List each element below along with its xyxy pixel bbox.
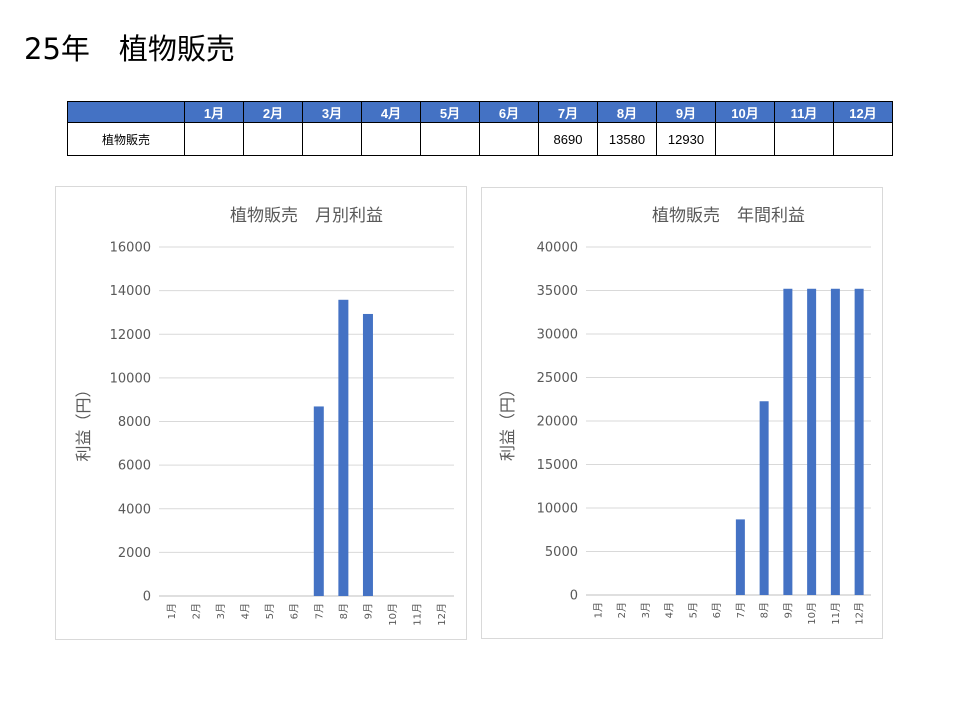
monthly-chart-bar [362, 313, 373, 596]
annual-chart-bar [759, 401, 769, 595]
annual-chart-ytick-label: 0 [570, 589, 578, 604]
monthly-chart-xtick-label: 12月 [436, 603, 448, 626]
table-header-cell: 5月 [420, 101, 480, 123]
monthly-chart-ytick-label: 4000 [118, 502, 151, 517]
table-header-cell: 1月 [184, 101, 244, 123]
annual-chart-xtick-label: 1月 [592, 602, 604, 618]
monthly-chart-xtick-label: 7月 [313, 603, 325, 619]
annual-chart-ytick-label: 25000 [537, 371, 578, 386]
monthly-chart-xtick-label: 1月 [166, 603, 178, 619]
annual-chart-xtick-label: 6月 [711, 602, 723, 618]
annual-chart-bar [854, 288, 864, 595]
table-cell [715, 122, 775, 156]
monthly-chart-ytick-label: 10000 [110, 371, 151, 386]
annual-chart-xtick-label: 3月 [640, 602, 652, 618]
annual-chart-xtick-label: 10月 [806, 602, 818, 625]
monthly-chart-ytick-label: 0 [143, 590, 151, 605]
annual-chart-bar [783, 288, 793, 595]
table-header-cell: 12月 [833, 101, 893, 123]
annual-chart-ytick-label: 20000 [537, 415, 578, 430]
monthly-profit-chart: 植物販売 月別利益利益（円） 0 2000 4000 6000 8000 10000 1200… [55, 186, 467, 640]
table-cell [833, 122, 893, 156]
table-header-cell: 4月 [361, 101, 421, 123]
monthly-chart-ylabel: 利益（円） [74, 381, 93, 461]
annual-chart-xtick-label: 5月 [687, 602, 699, 618]
table-header-cell: 6月 [479, 101, 539, 123]
monthly-chart-bar [313, 406, 324, 596]
annual-chart-ytick-label: 30000 [537, 328, 578, 343]
annual-profit-chart: 植物販売 年間利益利益（円） 0 5000 10000 15000 20000 25000 3… [481, 187, 883, 639]
monthly-chart-xtick-label: 3月 [215, 603, 227, 619]
table-header-cell: 7月 [538, 101, 598, 123]
monthly-chart-xtick-label: 11月 [412, 603, 424, 626]
monthly-chart-ytick-label: 8000 [118, 415, 151, 430]
table-header-cell: 3月 [302, 101, 362, 123]
table-cell: 13580 [597, 122, 657, 156]
annual-chart-xtick-label: 4月 [664, 602, 676, 618]
monthly-chart-ytick-label: 12000 [110, 328, 151, 343]
monthly-chart-xtick-label: 10月 [387, 603, 399, 626]
annual-chart-xtick-label: 8月 [759, 602, 771, 618]
table-header-row: 1月 2月 3月 4月 5月 6月 7月 8月 9月 10月 11月 12月 [67, 101, 893, 123]
annual-chart-title: 植物販売 年間利益 [652, 206, 805, 226]
table-cell: 12930 [656, 122, 716, 156]
annual-chart-xtick-label: 2月 [616, 602, 628, 618]
annual-chart-xtick-label: 7月 [735, 602, 747, 618]
table-cell [479, 122, 539, 156]
annual-chart-ytick-label: 5000 [545, 545, 578, 560]
annual-chart-xtick-label: 12月 [854, 602, 866, 625]
annual-chart-xtick-label: 11月 [830, 602, 842, 625]
monthly-chart-ytick-label: 6000 [118, 459, 151, 474]
table-cell [302, 122, 362, 156]
monthly-sales-table: 1月 2月 3月 4月 5月 6月 7月 8月 9月 10月 11月 12月 植… [67, 101, 893, 156]
table-cell [420, 122, 480, 156]
monthly-chart-ytick-label: 16000 [110, 241, 151, 256]
table-row-label: 植物販売 [67, 122, 185, 156]
table-header-cell: 11月 [774, 101, 834, 123]
table-cell [774, 122, 834, 156]
table-header-cell: 2月 [243, 101, 303, 123]
annual-chart-ytick-label: 40000 [537, 241, 578, 256]
annual-chart-ytick-label: 35000 [537, 284, 578, 299]
table-header-cell: 9月 [656, 101, 716, 123]
monthly-chart-xtick-label: 4月 [240, 603, 252, 619]
table-cell [361, 122, 421, 156]
annual-chart-ytick-label: 15000 [537, 458, 578, 473]
annual-chart-bar [830, 288, 840, 595]
monthly-chart-ytick-label: 14000 [110, 284, 151, 299]
annual-chart-bar [807, 288, 817, 595]
table-cell [184, 122, 244, 156]
monthly-chart-xtick-label: 6月 [289, 603, 301, 619]
monthly-chart-xtick-label: 2月 [190, 603, 202, 619]
annual-chart-ytick-label: 10000 [537, 502, 578, 517]
table-cell: 8690 [538, 122, 598, 156]
table-header-corner [67, 101, 185, 123]
annual-chart-xtick-label: 9月 [782, 602, 794, 618]
annual-chart-ylabel: 利益（円） [498, 381, 517, 461]
page-title: 25年 植物販売 [24, 32, 235, 66]
monthly-chart-xtick-label: 5月 [264, 603, 276, 619]
table-cell [243, 122, 303, 156]
table-header-cell: 8月 [597, 101, 657, 123]
annual-chart-bar [735, 519, 745, 595]
monthly-chart-bar [338, 299, 349, 596]
monthly-chart-xtick-label: 8月 [338, 603, 350, 619]
monthly-chart-ytick-label: 2000 [118, 546, 151, 561]
table-header-cell: 10月 [715, 101, 775, 123]
table-row: 植物販売 8690 13580 12930 [67, 122, 893, 156]
monthly-chart-title: 植物販売 月別利益 [230, 206, 383, 226]
monthly-chart-xtick-label: 9月 [362, 603, 374, 619]
